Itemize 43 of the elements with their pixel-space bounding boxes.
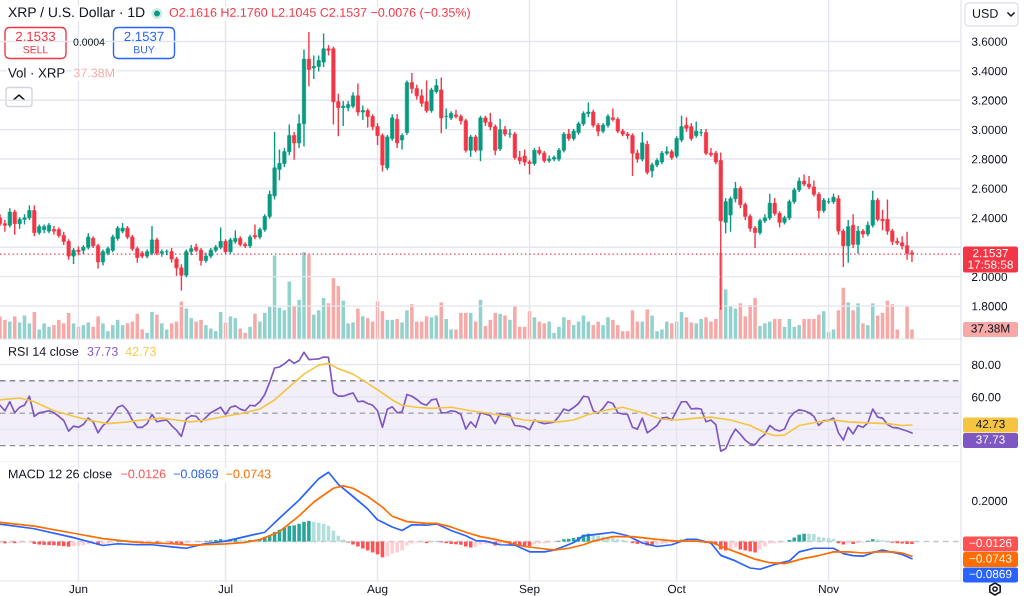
annotation: SELL: [23, 45, 48, 54]
annotation: 2.1533: [15, 31, 56, 42]
y-tick-label: 3.4000: [971, 66, 1008, 76]
text: 37.73: [976, 435, 1005, 444]
y-tick-label: 1.8000: [972, 302, 1008, 311]
text: −0.0869: [969, 569, 1012, 579]
text: 0.2000: [971, 496, 1008, 506]
annotation: 37.73: [87, 347, 118, 356]
annotation: BUY: [134, 46, 155, 54]
chart-title: MACD 12 26 close: [9, 469, 112, 479]
y-tick-label: 3.6000: [971, 37, 1008, 46]
annotation: 42.73: [125, 347, 156, 356]
text: 37.38M: [971, 324, 1010, 333]
text: −0.0743: [969, 554, 1012, 563]
y-tick-label: 2.6000: [972, 184, 1008, 193]
y-tick-label: 2.8000: [972, 155, 1008, 164]
y-tick-label: 60.00: [972, 393, 1001, 402]
annotation: 2.1537: [124, 31, 164, 42]
y-tick-label: 80.00: [971, 360, 1001, 369]
annotation: −0.0126: [121, 469, 166, 479]
y-tick-label: 2.4000: [972, 213, 1008, 223]
y-tick-label: 3.0000: [971, 125, 1008, 135]
text: 42.73: [976, 419, 1005, 429]
text: USD: [972, 9, 998, 18]
annotation: 37.38M: [73, 68, 115, 78]
text: 17:58:58: [968, 260, 1013, 269]
chart-title: XRP / U.S. Dollar · 1D: [8, 7, 145, 18]
x-tick-label: Aug: [367, 584, 388, 596]
y-tick-label: 3.2000: [971, 96, 1008, 105]
chart-title: RSI 14 close: [9, 346, 79, 356]
annotation: −0.0869: [173, 469, 219, 479]
chart-title: Vol · XRP: [8, 67, 65, 78]
ref-line-label: 2.1537: [973, 248, 1008, 258]
x-tick-label: Jul: [218, 584, 233, 594]
text: O2.1616 H2.1760 L2.1045 C2.1537 −0.0076 (−0.35%): [169, 7, 470, 20]
x-tick-label: Nov: [819, 584, 840, 594]
x-tick-label: Oct: [668, 584, 686, 594]
x-tick-label: Jun: [69, 584, 88, 594]
text: −0.0126: [969, 538, 1012, 548]
y-tick-label: 2.0000: [972, 272, 1008, 282]
annotation: 0.0004: [73, 38, 105, 46]
annotation: −0.0743: [226, 469, 271, 479]
x-tick-label: Sep: [519, 584, 540, 596]
